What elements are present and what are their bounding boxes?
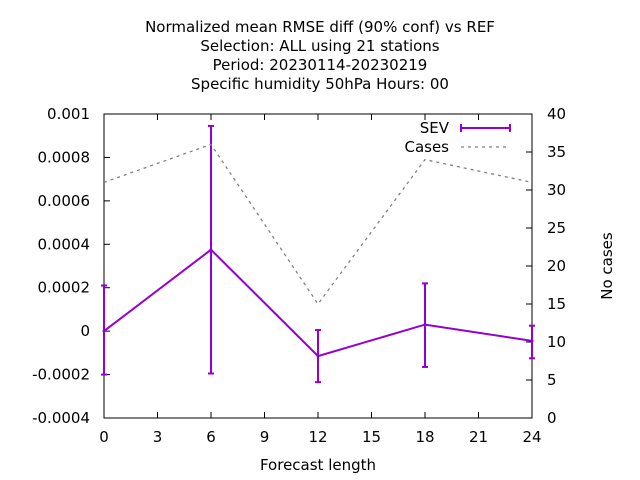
title-line-2: Selection: ALL using 21 stations <box>200 37 439 55</box>
x-tick-label: 18 <box>415 428 434 446</box>
y2-tick-label: 15 <box>547 295 566 313</box>
y-tick-label: 0 <box>80 322 90 340</box>
y-tick-label: -0.0002 <box>32 366 90 384</box>
y2-axis-label: No cases <box>598 232 616 300</box>
y-tick-label: 0.0008 <box>38 148 91 166</box>
y2-tick-label: 40 <box>547 105 566 123</box>
y-tick-label: 0.001 <box>47 105 90 123</box>
x-tick-label: 15 <box>362 428 381 446</box>
series-line-cases <box>103 143 533 306</box>
y-tick-label: 0.0006 <box>38 192 91 210</box>
y2-tick-label: 5 <box>547 371 557 389</box>
x-tick-label: 24 <box>522 428 541 446</box>
title-line-4: Specific humidity 50hPa Hours: 00 <box>191 75 449 93</box>
sev-point <box>530 339 534 343</box>
x-tick-label: 9 <box>260 428 270 446</box>
x-tick-label: 0 <box>99 428 109 446</box>
y-tick-label: 0.0004 <box>38 235 91 253</box>
x-tick-label: 21 <box>469 428 488 446</box>
x-tick-label: 3 <box>153 428 163 446</box>
sev-point <box>423 323 427 327</box>
x-tick-label: 12 <box>308 428 327 446</box>
legend-label-cases: Cases <box>404 138 449 156</box>
y2-tick-label: 10 <box>547 333 566 351</box>
legend-label-sev: SEV <box>420 119 450 137</box>
y2-tick-label: 20 <box>547 257 566 275</box>
x-tick-label: 6 <box>206 428 216 446</box>
y2-tick-label: 30 <box>547 181 566 199</box>
y2-tick-label: 25 <box>547 219 566 237</box>
y2-tick-label: 0 <box>547 409 557 427</box>
sev-point <box>102 329 106 333</box>
x-axis-label: Forecast length <box>260 456 376 474</box>
title-line-3: Period: 20230114-20230219 <box>213 56 428 74</box>
chart-title: Normalized mean RMSE diff (90% conf) vs … <box>145 18 495 93</box>
y-tick-label: 0.0002 <box>38 279 91 297</box>
y2-tick-label: 35 <box>547 143 566 161</box>
axis-ticks: 0 3 6 9 12 15 18 21 24 -0.0004 -0.0002 0 0.0002 0.000… <box>32 105 566 446</box>
sev-point <box>316 354 320 358</box>
title-line-1: Normalized mean RMSE diff (90% conf) vs … <box>145 18 495 36</box>
y-tick-label: -0.0004 <box>32 409 90 427</box>
series-layer <box>101 124 535 384</box>
sev-point <box>209 248 213 252</box>
